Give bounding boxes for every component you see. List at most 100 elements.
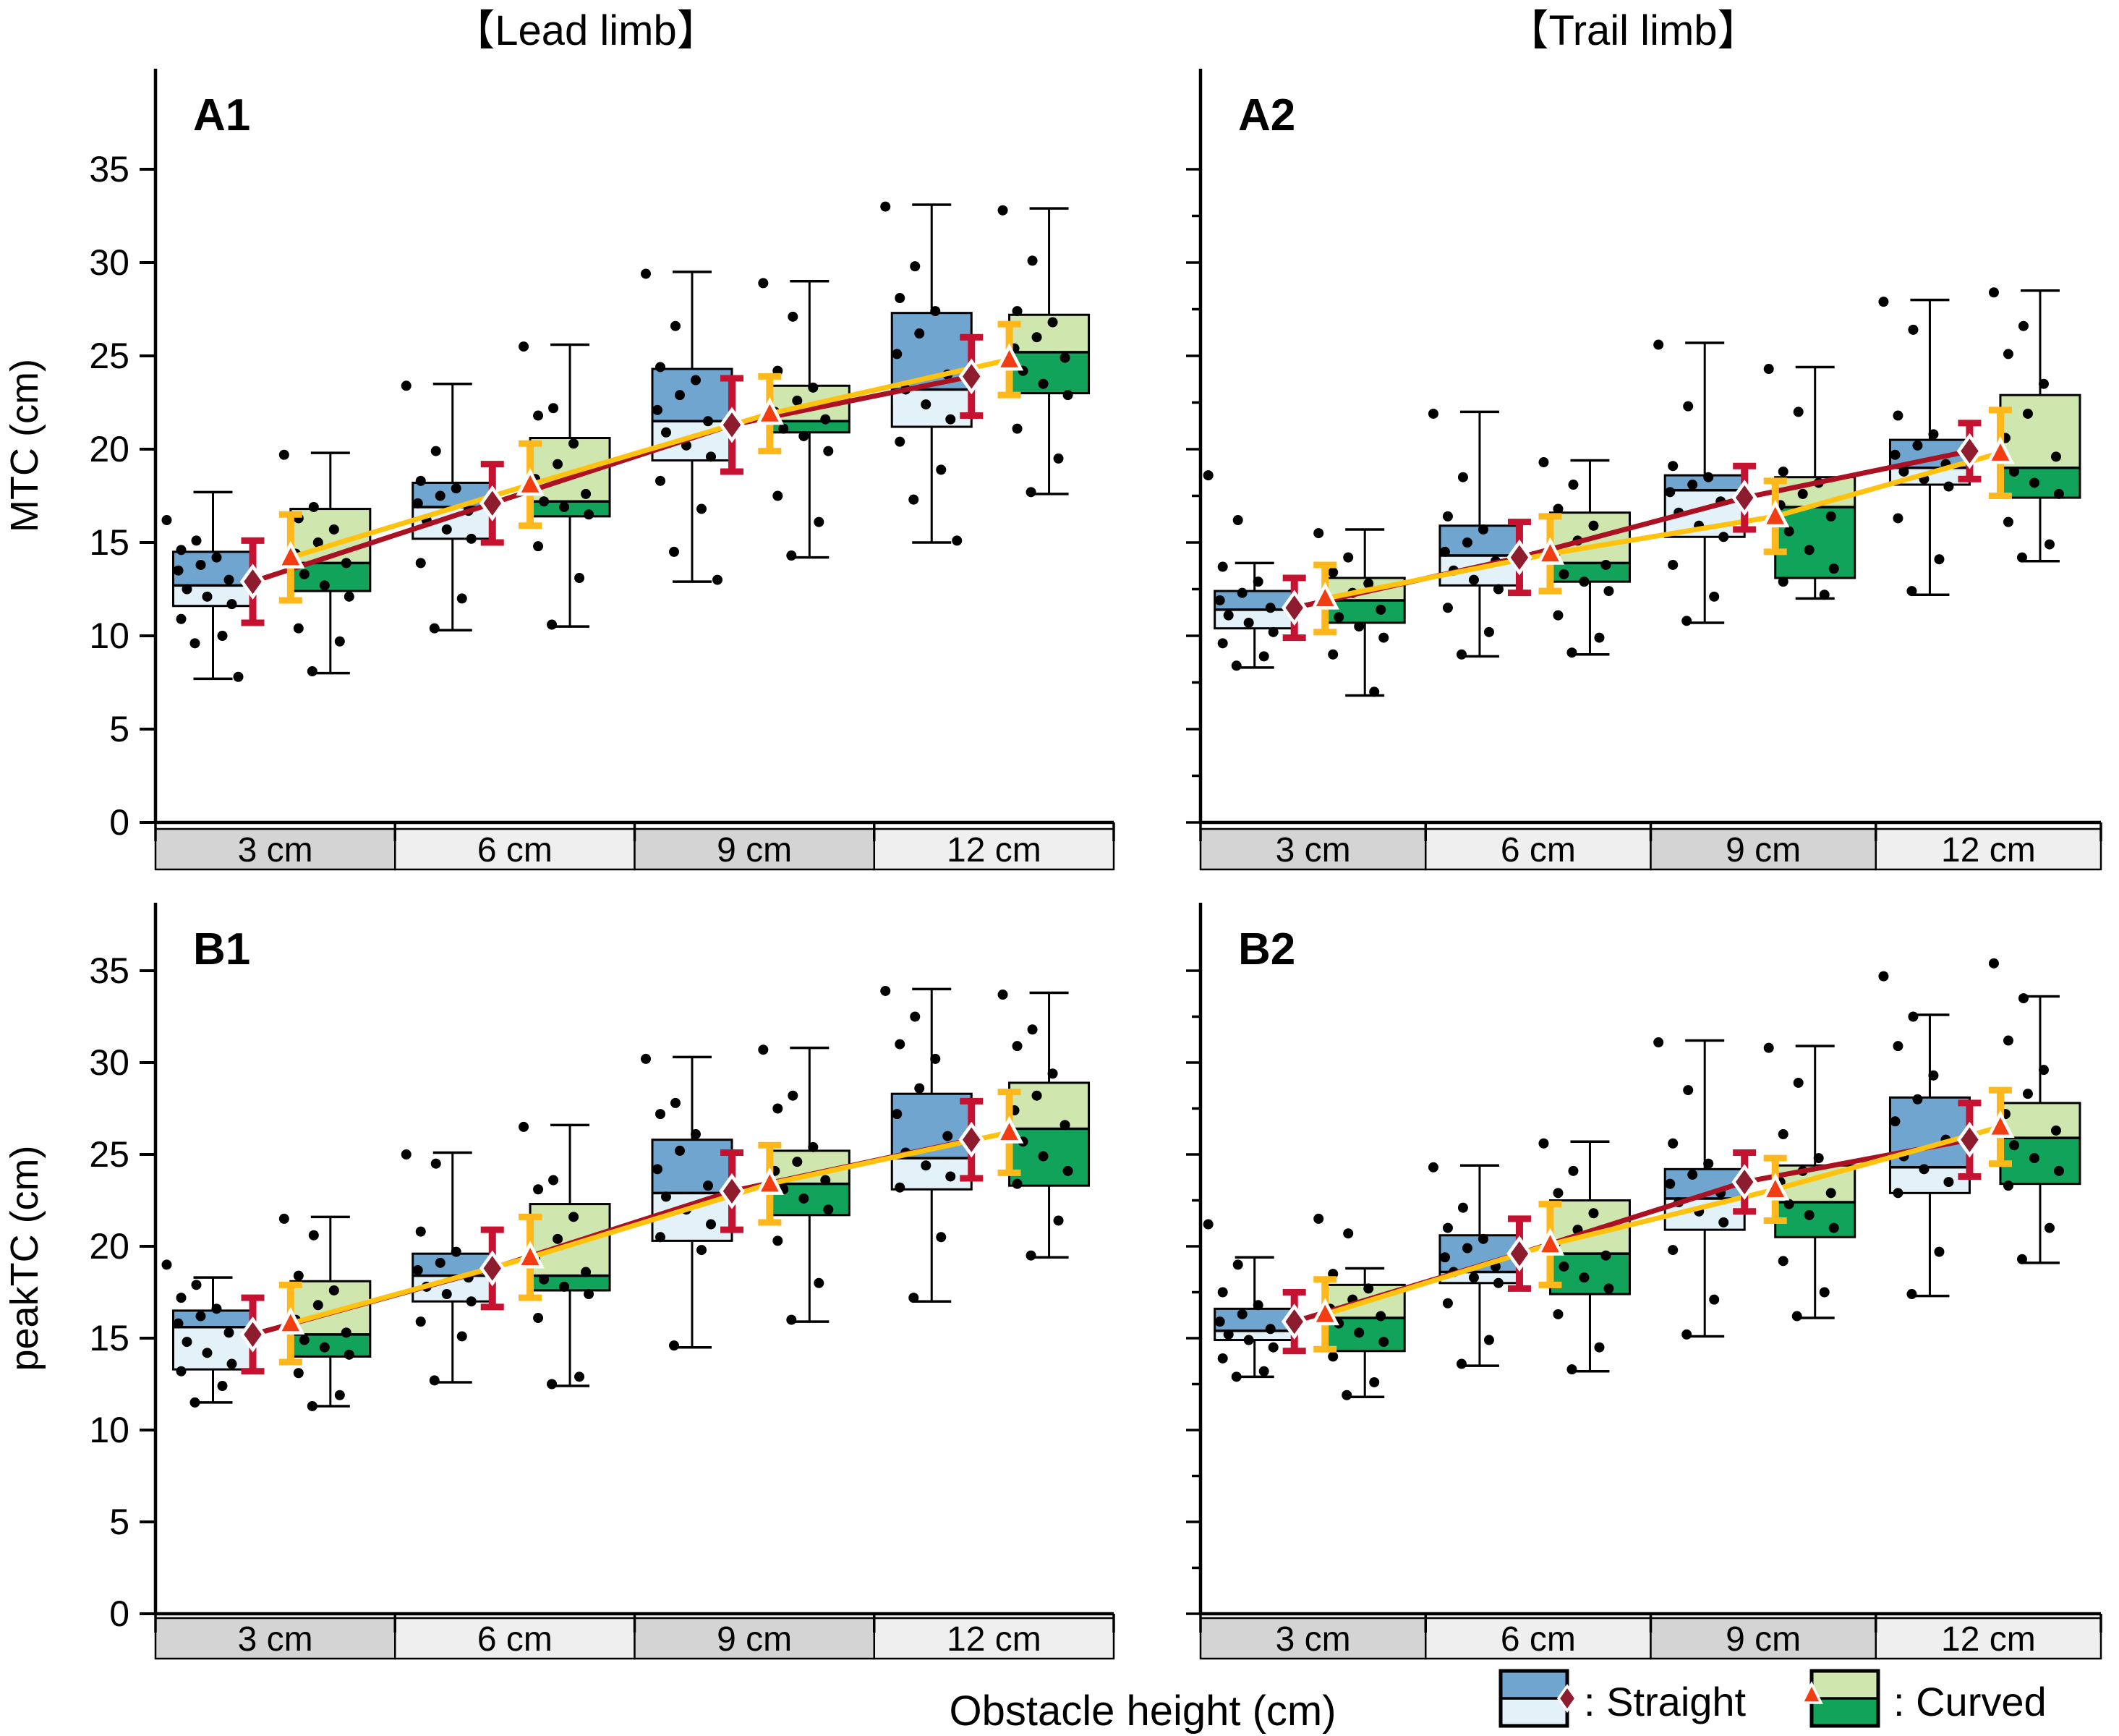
data-dot <box>547 619 558 630</box>
data-dot <box>1328 649 1339 660</box>
data-dot <box>161 1259 172 1270</box>
data-dot <box>921 1160 931 1171</box>
mean-diamond-straight <box>1506 539 1532 576</box>
panel-label-B1: B1 <box>193 924 250 974</box>
mean-diamond-straight <box>1731 480 1757 516</box>
data-dot <box>1793 1077 1804 1088</box>
data-dot <box>223 1327 234 1338</box>
data-dot <box>675 390 685 401</box>
data-dot <box>1665 487 1676 498</box>
data-dot <box>1231 1371 1242 1382</box>
data-dot <box>1988 958 1999 969</box>
data-dot <box>1343 1228 1354 1239</box>
data-dot <box>1026 1250 1036 1261</box>
data-dot <box>1483 626 1494 637</box>
data-dot <box>1906 1289 1917 1300</box>
data-dot <box>1928 1070 1939 1081</box>
data-dot <box>1579 1272 1590 1283</box>
data-dot <box>1237 1309 1248 1319</box>
x-band-cell-B2-1 <box>1199 1617 1427 1660</box>
data-dot <box>703 416 713 427</box>
x-band-label-B1-12cm: 12 cm <box>947 1620 1041 1659</box>
data-dot <box>1243 617 1254 628</box>
data-dot <box>670 1097 681 1108</box>
data-dot <box>1047 1068 1058 1079</box>
mean-triangle-curved <box>1310 582 1339 610</box>
box-upper-straight-A2 <box>1214 591 1295 610</box>
data-dot <box>1898 466 1909 477</box>
data-dot <box>997 205 1008 216</box>
data-dot <box>792 395 803 406</box>
data-dot <box>1594 1342 1605 1353</box>
x-band-cell-B2-4 <box>1875 1617 2102 1660</box>
data-dot <box>233 671 244 682</box>
data-dot <box>1462 1243 1472 1254</box>
data-dot <box>1313 528 1324 539</box>
data-dot <box>1934 554 1945 565</box>
x-band-cell-A2-3 <box>1650 827 1877 871</box>
mean-triangle-curved <box>1986 1110 2015 1139</box>
data-dot <box>533 410 544 421</box>
data-dot <box>1268 1342 1279 1353</box>
data-dot <box>895 436 905 447</box>
x-band-label-B1-9cm: 9 cm <box>717 1620 792 1659</box>
data-dot <box>553 1233 563 1244</box>
data-dot <box>568 438 579 449</box>
data-dot <box>584 1289 594 1300</box>
data-dot <box>278 449 289 460</box>
data-dot <box>1217 1353 1228 1363</box>
mean-triangle-curved <box>276 1306 305 1335</box>
data-dot <box>1047 317 1058 328</box>
x-band-label-A2-6cm: 6 cm <box>1501 831 1576 869</box>
mean-diamond-straight <box>958 1121 985 1158</box>
data-dot <box>1600 559 1611 570</box>
data-dot <box>519 341 529 352</box>
data-dot <box>226 599 237 610</box>
data-dot <box>2003 1035 2013 1046</box>
y-tick-label-A1-15: 15 <box>89 522 129 563</box>
box-upper-straight-B1 <box>173 1310 253 1327</box>
data-dot <box>778 423 789 434</box>
data-dot <box>466 533 477 544</box>
data-dot <box>1778 1129 1788 1140</box>
y-axis-title-A1: MTC (cm) <box>3 359 46 532</box>
mean-diamond-straight <box>1731 1164 1757 1200</box>
data-dot <box>173 1318 184 1329</box>
data-dot <box>1603 586 1614 597</box>
data-dot <box>1668 461 1679 472</box>
panel-label-A2: A2 <box>1238 90 1295 140</box>
data-dot <box>341 1327 351 1338</box>
data-dot <box>661 427 671 438</box>
mean-triangle-curved <box>276 540 305 569</box>
data-dot <box>161 515 172 526</box>
data-dot <box>908 1293 919 1303</box>
mean-triangle-curved <box>994 343 1024 371</box>
data-dot <box>429 1375 440 1386</box>
data-dot <box>1217 561 1228 572</box>
mean-triangle-curved <box>1535 537 1565 565</box>
data-dot <box>1763 1042 1774 1053</box>
data-dot <box>189 1397 200 1408</box>
data-dot <box>308 501 319 512</box>
data-dot <box>2038 1065 2049 1076</box>
data-dot <box>1559 569 1569 579</box>
data-dot <box>652 1164 662 1175</box>
x-band-label-A1-3cm: 3 cm <box>238 831 313 869</box>
data-dot <box>1442 603 1453 613</box>
data-dot <box>1493 584 1504 595</box>
data-dot <box>1893 410 1903 421</box>
y-tick-label-A1-5: 5 <box>109 709 129 749</box>
data-dot <box>344 591 354 602</box>
data-dot <box>1890 449 1901 460</box>
data-dot <box>1223 1329 1234 1340</box>
x-band-cell-B1-3 <box>634 1617 875 1660</box>
x-band-label-A1-6cm: 6 cm <box>477 831 553 869</box>
x-axis-title: Obstacle height (cm) <box>949 1688 1336 1735</box>
data-dot <box>936 1232 947 1243</box>
data-dot <box>2016 1254 2027 1264</box>
box-lower-straight-B1 <box>173 1327 253 1370</box>
data-dot <box>1908 1011 1919 1022</box>
y-tick-label-B1-30: 30 <box>89 1042 129 1083</box>
data-dot <box>908 494 919 505</box>
